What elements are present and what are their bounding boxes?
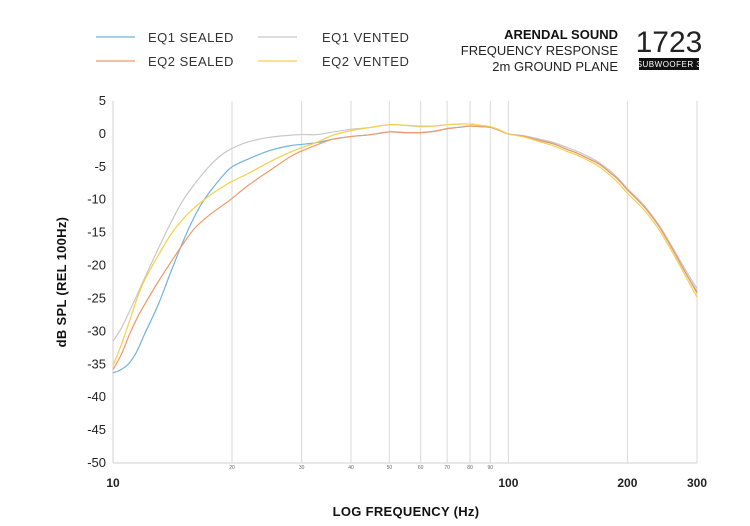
x-tick-label-minor: 70 (444, 465, 450, 471)
y-tick-label: -30 (87, 323, 106, 338)
x-tick-label-minor: 20 (229, 465, 235, 471)
x-tick-label-minor: 30 (299, 465, 305, 471)
header-line-2: 2m GROUND PLANE (492, 59, 618, 74)
x-tick-label-minor: 90 (487, 465, 493, 471)
y-axis-label: dB SPL (REL 100Hz) (54, 217, 69, 348)
y-tick-label: -50 (87, 455, 106, 470)
legend-label-eq2-sealed: EQ2 SEALED (148, 54, 234, 69)
legend-label-eq1-sealed: EQ1 SEALED (148, 30, 234, 45)
series-line-eq2-sealed (112, 125, 698, 370)
y-tick-label: -25 (87, 290, 106, 305)
x-tick-label: 10 (106, 476, 120, 490)
y-tick-label: 5 (99, 93, 106, 108)
x-tick-label-minor: 60 (418, 465, 424, 471)
x-tick-label: 100 (498, 476, 518, 490)
y-tick-label: -20 (87, 258, 106, 273)
header-line-1: FREQUENCY RESPONSE (461, 43, 619, 58)
y-tick-labels: 5 0 -5 -10 -15 -20 -25 -30 -35 -40 -45 -50 (87, 93, 106, 470)
y-tick-label: -5 (94, 159, 106, 174)
y-tick-label: -15 (87, 225, 106, 240)
y-tick-label: 0 (99, 126, 106, 141)
y-tick-label: -40 (87, 389, 106, 404)
grid (112, 101, 698, 464)
brand-name: ARENDAL SOUND (504, 27, 618, 42)
y-tick-label: -10 (87, 192, 106, 207)
legend: EQ1 SEALED EQ2 SEALED EQ1 VENTED EQ2 VEN… (96, 30, 409, 69)
model-number: 1723 (636, 26, 703, 59)
series-line-eq2-vented (112, 123, 698, 366)
x-tick-labels: 10 100 200 300 20 30 40 50 60 70 80 90 (106, 465, 707, 490)
series-line-eq1-sealed (112, 125, 698, 374)
legend-label-eq1-vented: EQ1 VENTED (322, 30, 409, 45)
model-sub-badge (639, 58, 699, 70)
x-tick-label-minor: 50 (387, 465, 393, 471)
x-axis-label: LOG FREQUENCY (Hz) (333, 504, 480, 519)
x-tick-label: 300 (687, 476, 707, 490)
x-tick-label-minor: 40 (348, 465, 354, 471)
header-block: ARENDAL SOUND FREQUENCY RESPONSE 2m GROU… (461, 26, 703, 74)
x-tick-label-minor: 80 (467, 465, 473, 471)
series-lines (112, 123, 698, 374)
model-sub-label: SUBWOOFER 3 (637, 60, 702, 69)
y-tick-label: -35 (87, 356, 106, 371)
y-tick-label: -45 (87, 422, 106, 437)
x-tick-label: 200 (617, 476, 637, 490)
series-line-eq1-vented (112, 123, 698, 342)
legend-label-eq2-vented: EQ2 VENTED (322, 54, 409, 69)
